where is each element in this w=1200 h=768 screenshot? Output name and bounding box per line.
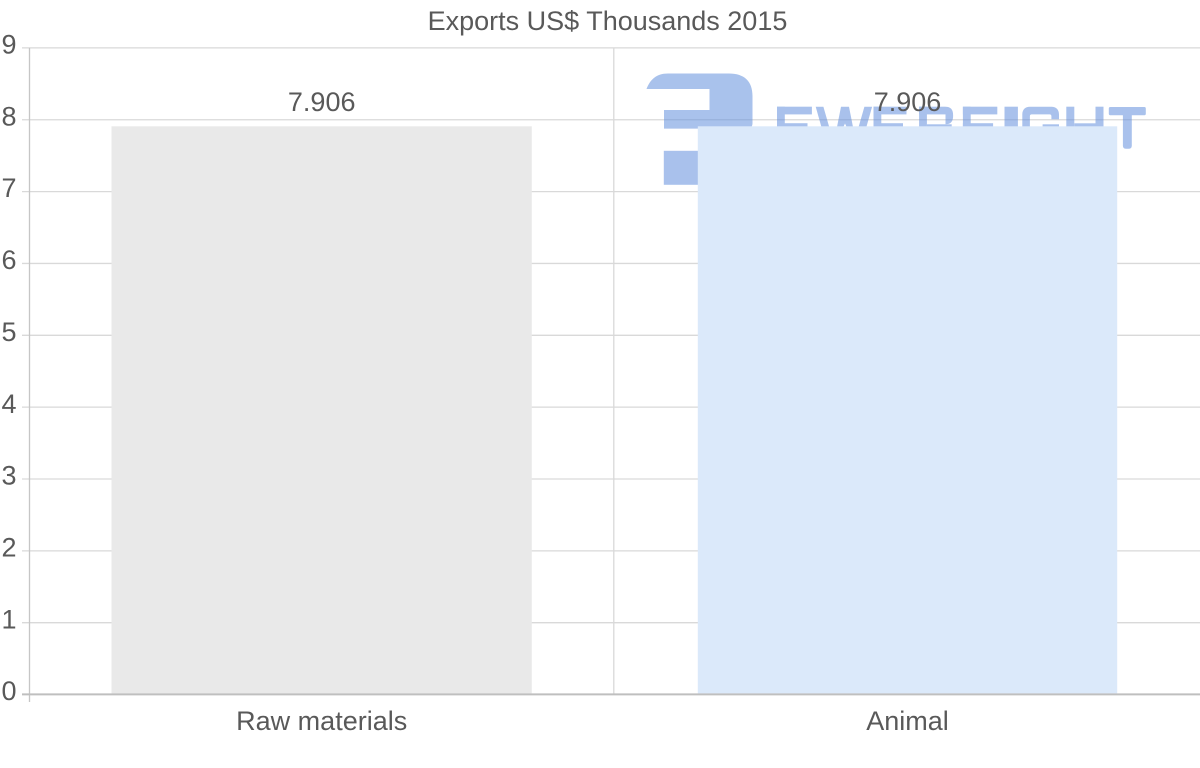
svg-text:Exports US$ Thousands 2015: Exports US$ Thousands 2015 bbox=[428, 6, 788, 36]
svg-text:2: 2 bbox=[1, 532, 16, 562]
svg-text:6: 6 bbox=[1, 245, 16, 275]
svg-text:3: 3 bbox=[1, 461, 16, 491]
svg-text:1: 1 bbox=[1, 604, 16, 634]
svg-text:Animal: Animal bbox=[866, 706, 949, 736]
svg-text:7: 7 bbox=[1, 173, 16, 203]
svg-text:5: 5 bbox=[1, 317, 16, 347]
svg-text:0: 0 bbox=[1, 676, 16, 706]
svg-text:9: 9 bbox=[1, 30, 16, 60]
svg-text:8: 8 bbox=[1, 101, 16, 131]
svg-text:7.906: 7.906 bbox=[288, 87, 356, 117]
svg-text:7.906: 7.906 bbox=[874, 87, 942, 117]
svg-text:Raw materials: Raw materials bbox=[236, 706, 407, 736]
svg-text:4: 4 bbox=[1, 389, 16, 419]
